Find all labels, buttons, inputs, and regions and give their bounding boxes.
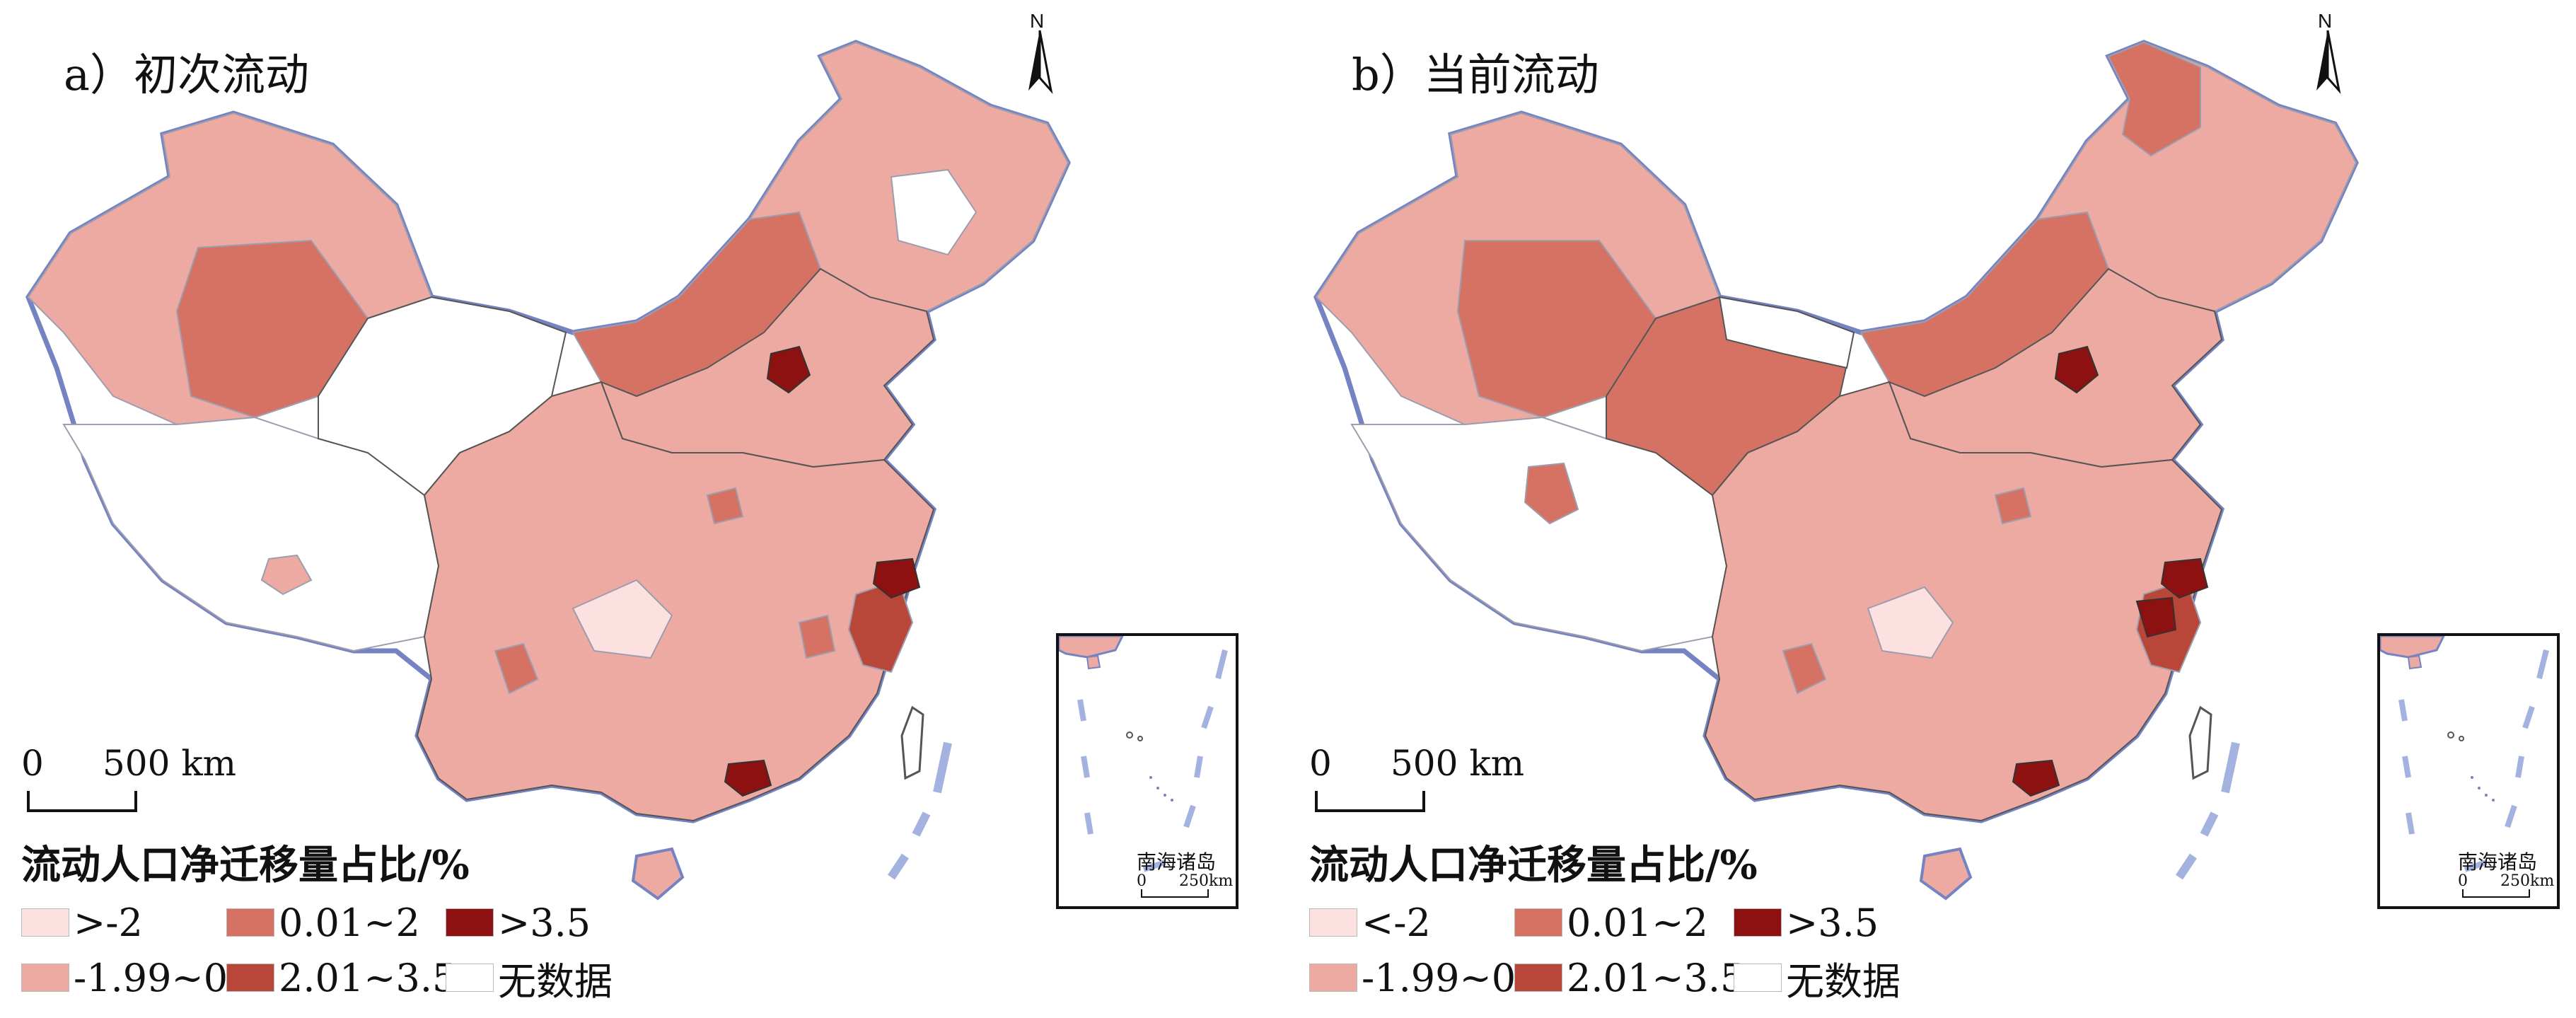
scale-bar: [1315, 791, 1425, 812]
legend-swatch: [446, 908, 494, 937]
legend-item-very-high: >3.5: [1734, 900, 1879, 945]
region-beijing: [766, 345, 811, 394]
inset-label: 南海诸岛: [2458, 850, 2538, 874]
legend-label: >-2: [74, 900, 143, 945]
legend-label: -1.99~0: [1362, 955, 1516, 1000]
sea-boundary-dash: [2200, 811, 2219, 837]
legend-item-high: 2.01~3.5: [1514, 955, 1745, 1000]
legend-label: <-2: [1362, 900, 1431, 945]
legend-swatch: [226, 908, 274, 937]
legend-label: >3.5: [498, 900, 591, 945]
region-shenzhen: [724, 759, 772, 797]
region-beijing: [2054, 345, 2099, 394]
legend-label: 2.01~3.5: [279, 955, 457, 1000]
sea-boundary-dash: [912, 811, 931, 837]
inset-scale-bar: [2462, 889, 2530, 898]
legend-label: 无数据: [1786, 959, 1901, 1004]
legend-title: 流动人口净迁移量占比/%: [21, 842, 470, 889]
legend-swatch: [226, 964, 274, 992]
legend-swatch: [1514, 908, 1562, 937]
legend-item-low: -1.99~0: [1309, 955, 1516, 1000]
inset-scale-end: 250km: [1179, 872, 1234, 890]
region-hainan: [1919, 847, 1973, 901]
legend-item-no-data: 无数据: [446, 958, 613, 1004]
region-central-south: [416, 381, 935, 822]
region-gansu-white: [1718, 296, 1855, 369]
legend-item-very-low: <-2: [1309, 900, 1431, 945]
region-tibet-spot: [1524, 462, 1579, 525]
region-hainan: [631, 847, 685, 901]
scale-zero-label: 0: [1309, 743, 1332, 784]
inset-scale-bar: [1141, 889, 1209, 898]
panel-title: a）初次流动: [64, 49, 309, 100]
region-taiwan: [900, 705, 924, 780]
region-mid-spot-1: [1782, 642, 1827, 695]
south-china-sea-inset: 南海诸岛 0 250km: [1056, 633, 1238, 909]
legend-swatch: [1309, 964, 1357, 992]
legend-swatch: [1734, 964, 1782, 992]
scale-zero-label: 0: [21, 743, 44, 784]
north-label: N: [2318, 10, 2333, 32]
scale-end-label: 500 km: [103, 743, 237, 784]
legend-swatch: [1514, 964, 1562, 992]
sea-boundary-dash: [2176, 853, 2197, 880]
north-label: N: [1030, 10, 1045, 32]
inset-map: [1059, 636, 1228, 872]
region-mid-spot-3: [798, 614, 836, 659]
legend-swatch: [1309, 908, 1357, 937]
china-choropleth-map-initial: [25, 40, 1071, 901]
map-panel-initial: a）初次流动 N 0 500 km 流动人口净迁移量占比/% >-2 0.01~…: [21, 10, 1238, 1004]
legend-label: 0.01~2: [279, 900, 420, 945]
south-china-sea-inset: 南海诸岛 0 250km: [2377, 633, 2560, 909]
region-xinjiang-center: [175, 239, 369, 419]
inset-map: [2380, 636, 2549, 872]
legend-swatch: [446, 964, 494, 992]
legend-swatch: [1734, 908, 1782, 937]
legend-title: 流动人口净迁移量占比/%: [1309, 842, 1758, 889]
region-northeast-mid: [2107, 41, 2201, 157]
legend-item-very-low: >-2: [21, 900, 143, 945]
north-arrow-icon: [2316, 30, 2341, 95]
legend-label: 无数据: [498, 959, 613, 1004]
region-northeast-white: [890, 168, 977, 256]
region-mid-spot-1: [494, 642, 539, 695]
region-sichuan-low: [1867, 586, 1954, 659]
sea-boundary-dash: [933, 741, 952, 794]
inset-scale-zero: 0: [2458, 872, 2468, 890]
region-shanghai: [872, 557, 921, 599]
region-mid-spot-2: [1994, 487, 2032, 525]
sea-boundary-dash: [2221, 741, 2240, 794]
legend-item-high: 2.01~3.5: [226, 955, 457, 1000]
scale-end-label: 500 km: [1391, 743, 1525, 784]
legend-item-mid: 0.01~2: [226, 900, 420, 945]
map-panel-current: b）当前流动 N 0 500 km 流动人口净迁移量占比/% <-2 0.01~…: [1288, 0, 2576, 1018]
legend-item-mid: 0.01~2: [1514, 900, 1708, 945]
legend-item-no-data: 无数据: [1734, 958, 1901, 1004]
region-shenzhen: [2012, 759, 2060, 797]
region-sichuan-low: [572, 579, 673, 659]
region-shanghai: [2160, 557, 2209, 599]
inset-scale-end: 250km: [2500, 872, 2555, 890]
region-mid-spot-2: [706, 487, 744, 525]
panel-title: b）当前流动: [1352, 49, 1599, 100]
legend-item-very-high: >3.5: [446, 900, 591, 945]
legend-item-low: -1.99~0: [21, 955, 228, 1000]
inset-scale-zero: 0: [1137, 872, 1147, 890]
region-hangzhou: [2135, 596, 2177, 638]
sea-boundary-dash: [888, 853, 909, 880]
region-tibet-spot: [260, 554, 313, 596]
legend-label: -1.99~0: [74, 955, 228, 1000]
region-xinjiang-center: [1456, 240, 1657, 419]
legend-label: >3.5: [1786, 900, 1879, 945]
scale-bar: [27, 791, 137, 812]
region-taiwan: [2188, 705, 2212, 780]
legend-swatch: [21, 964, 69, 992]
legend-label: 2.01~3.5: [1567, 955, 1745, 1000]
north-arrow-icon: [1028, 30, 1053, 95]
inset-label: 南海诸岛: [1137, 850, 1217, 874]
region-central-south: [1704, 381, 2223, 822]
china-choropleth-map-current: [1313, 40, 2359, 901]
legend-swatch: [21, 908, 69, 937]
legend-label: 0.01~2: [1567, 900, 1708, 945]
